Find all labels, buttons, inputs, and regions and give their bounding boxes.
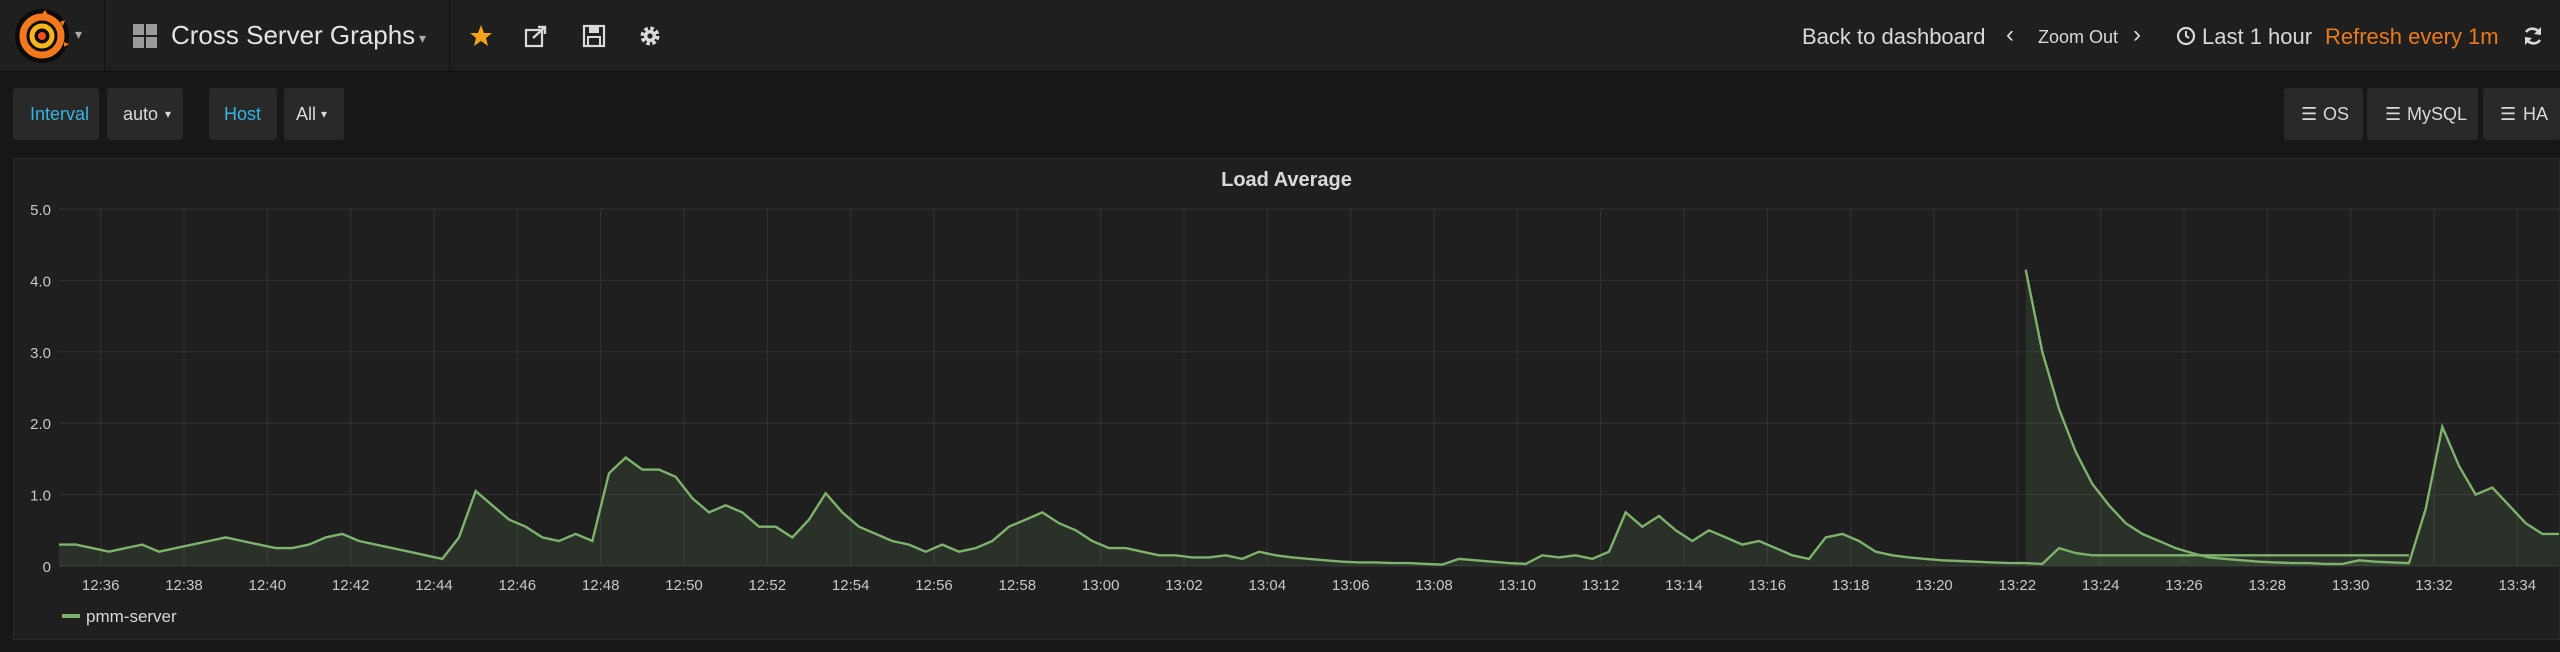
zoom-forward-chevron-icon[interactable]: ›	[2133, 21, 2141, 48]
x-tick-label: 12:36	[82, 577, 120, 594]
row-link-os-label: OS	[2323, 104, 2350, 124]
x-tick-label: 13:22	[1999, 577, 2037, 594]
save-icon[interactable]	[580, 22, 608, 50]
series-pmm-server-line	[59, 455, 2409, 566]
mysql-bars-icon: ☰	[2385, 104, 2402, 124]
clock-icon	[2176, 26, 2196, 46]
dashboard-grid-icon	[133, 24, 157, 48]
interval-label-text: Interval	[30, 104, 90, 124]
host-caret-icon: ▾	[321, 107, 328, 121]
os-bars-icon: ☰	[2301, 104, 2318, 124]
row-link-mysql-label: MySQL	[2407, 104, 2468, 124]
x-tick-label: 12:48	[582, 577, 620, 594]
interval-caret-icon: ▾	[165, 107, 172, 121]
x-tick-label: 12:54	[832, 577, 870, 594]
x-tick-label: 13:12	[1582, 577, 1620, 594]
ha-bars-icon: ☰	[2500, 104, 2517, 124]
interval-dropdown[interactable]: auto ▾	[107, 88, 183, 140]
x-tick-label: 13:04	[1249, 577, 1287, 594]
row-link-mysql[interactable]: ☰ MySQL	[2367, 88, 2478, 140]
x-tick-label: 12:56	[915, 577, 953, 594]
x-tick-label: 13:00	[1082, 577, 1120, 594]
x-tick-label: 12:58	[999, 577, 1037, 594]
host-dropdown[interactable]: All ▾	[284, 88, 344, 140]
time-range-picker[interactable]: Last 1 hour	[2202, 24, 2313, 49]
row-link-ha[interactable]: ☰ HA	[2483, 88, 2560, 140]
x-tick-label: 13:26	[2165, 577, 2203, 594]
x-tick-label: 13:06	[1332, 577, 1370, 594]
y-tick-label: 0	[43, 559, 51, 576]
interval-value: auto	[123, 104, 159, 124]
zoom-out-button[interactable]: Zoom Out	[2038, 27, 2119, 47]
refresh-interval-label[interactable]: Refresh every 1m	[2325, 24, 2499, 49]
x-tick-label: 13:16	[1749, 577, 1787, 594]
dashboard-caret-icon: ▾	[419, 30, 427, 46]
series-pmm-server-tail-area	[2025, 269, 2559, 566]
x-tick-label: 13:32	[2415, 577, 2453, 594]
zoom-back-chevron-icon[interactable]: ‹	[2006, 21, 2014, 48]
load-average-panel: Load Average 0 1.0 2.0 3.0 4.0 5.0 12:36 12:38 1…	[13, 158, 2560, 640]
x-tick-label: 13:24	[2082, 577, 2120, 594]
host-label-text: Host	[224, 104, 262, 124]
x-tick-label: 12:38	[165, 577, 203, 594]
series-pmm-server-area	[59, 457, 2409, 566]
x-tick-label: 12:40	[249, 577, 287, 594]
series-pmm-server-tail-line	[2024, 269, 2559, 566]
refresh-icon[interactable]	[2522, 25, 2544, 47]
x-tick-label: 12:46	[499, 577, 537, 594]
x-tick-label: 13:30	[2332, 577, 2370, 594]
x-tick-label: 13:10	[1499, 577, 1537, 594]
y-tick-label: 1.0	[30, 488, 51, 505]
row-link-ha-label: HA	[2523, 104, 2549, 124]
x-tick-label: 13:34	[2499, 577, 2537, 594]
x-tick-label: 12:52	[749, 577, 787, 594]
host-value: All	[296, 104, 317, 124]
row-link-os[interactable]: ☰ OS	[2284, 88, 2363, 140]
y-tick-label: 2.0	[30, 416, 51, 433]
dashboard-picker[interactable]: Cross Server Graphs ▾	[105, 0, 450, 72]
dashboard-title: Cross Server Graphs	[171, 20, 416, 50]
host-variable-label: Host	[209, 88, 277, 140]
settings-gear-icon[interactable]	[636, 22, 664, 50]
logo-menu[interactable]: ▾	[0, 0, 105, 72]
logo-caret-icon: ▾	[75, 26, 83, 42]
y-tick-label: 5.0	[30, 202, 51, 219]
x-tick-label: 12:44	[415, 577, 453, 594]
y-tick-label: 4.0	[30, 273, 51, 290]
load-average-chart[interactable]: 0 1.0 2.0 3.0 4.0 5.0 12:36 12:38 12:40 12:42 12:4…	[14, 159, 2559, 639]
x-tick-label: 13:14	[1665, 577, 1703, 594]
back-to-dashboard-link[interactable]: Back to dashboard	[1802, 24, 1986, 49]
panel-title[interactable]: Load Average	[1221, 169, 1352, 191]
y-tick-label: 3.0	[30, 345, 51, 362]
x-tick-label: 13:28	[2249, 577, 2287, 594]
legend-label-pmm-server[interactable]: pmm-server	[86, 607, 177, 626]
share-icon[interactable]	[522, 22, 550, 50]
star-icon[interactable]	[467, 22, 495, 50]
x-tick-label: 12:42	[332, 577, 370, 594]
x-tick-label: 12:50	[665, 577, 703, 594]
x-tick-label: 13:02	[1165, 577, 1203, 594]
top-navbar: ▾ Cross Server Graphs ▾ Back to dashboar…	[0, 0, 2560, 72]
interval-variable-label: Interval	[13, 88, 99, 140]
x-tick-label: 13:18	[1832, 577, 1870, 594]
x-tick-label: 13:08	[1415, 577, 1453, 594]
x-tick-label: 13:20	[1915, 577, 1953, 594]
grafana-logo-icon	[15, 9, 69, 63]
